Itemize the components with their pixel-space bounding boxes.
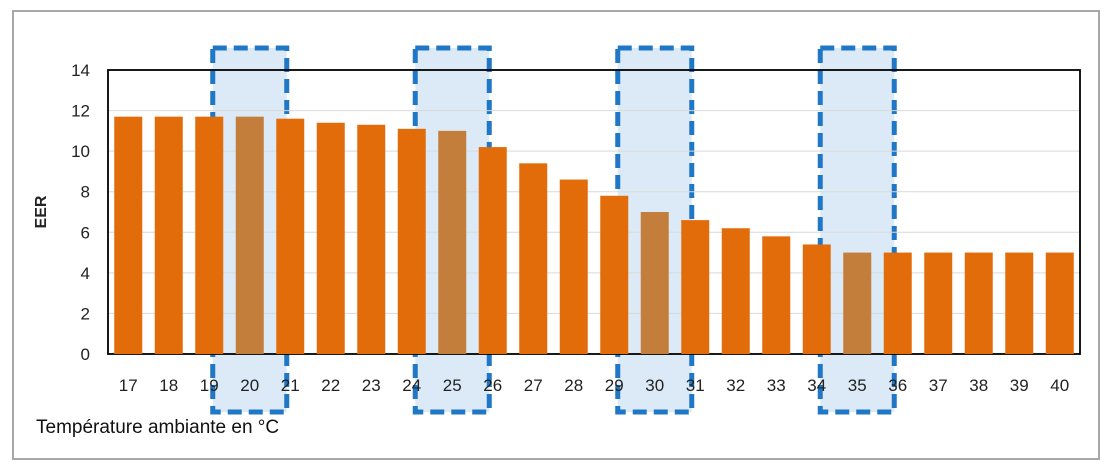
bar-27 — [519, 163, 548, 354]
x-axis-caption: Température ambiante en °C — [36, 417, 280, 438]
x-tick-label-39: 39 — [1010, 376, 1029, 395]
x-tick-label-28: 28 — [564, 376, 583, 395]
x-tick-label-26: 26 — [483, 376, 502, 395]
plot-area-border — [107, 69, 1081, 355]
bar-20 — [235, 116, 264, 355]
x-tick-label-40: 40 — [1050, 376, 1069, 395]
x-tick-label-37: 37 — [929, 376, 948, 395]
x-tick-label-29: 29 — [605, 376, 624, 395]
x-tick-label-25: 25 — [443, 376, 462, 395]
y-tick-label-2: 2 — [81, 304, 90, 323]
x-tick-label-30: 30 — [645, 376, 664, 395]
x-tick-label-17: 17 — [119, 376, 138, 395]
bar-18 — [154, 116, 183, 355]
y-tick-label-0: 0 — [81, 345, 90, 364]
y-tick-label-10: 10 — [71, 142, 90, 161]
y-axis-label: EER — [33, 195, 50, 228]
bar-21 — [276, 118, 305, 354]
bar-24 — [397, 128, 426, 354]
x-tick-label-32: 32 — [726, 376, 745, 395]
bar-31 — [681, 220, 710, 354]
y-tick-label-8: 8 — [81, 183, 90, 202]
highlight-box-35 — [817, 45, 897, 415]
x-tick-label-20: 20 — [240, 376, 259, 395]
x-tick-label-27: 27 — [524, 376, 543, 395]
x-tick-label-34: 34 — [807, 376, 826, 395]
bar-22 — [316, 122, 345, 354]
x-tick-label-24: 24 — [402, 376, 421, 395]
bar-28 — [559, 179, 588, 354]
bar-26 — [478, 147, 507, 354]
x-tick-label-35: 35 — [848, 376, 867, 395]
bar-32 — [721, 228, 750, 354]
bar-19 — [195, 116, 224, 355]
y-tick-label-4: 4 — [81, 264, 90, 283]
chart-frame — [12, 10, 1100, 460]
bar-30 — [640, 212, 669, 354]
y-tick-label-14: 14 — [71, 61, 90, 80]
bar-35 — [843, 252, 872, 354]
x-tick-label-33: 33 — [767, 376, 786, 395]
bar-34 — [802, 244, 831, 354]
bar-17 — [114, 116, 143, 355]
y-tick-label-6: 6 — [81, 223, 90, 242]
bar-23 — [357, 124, 386, 355]
x-tick-label-19: 19 — [200, 376, 219, 395]
x-tick-label-38: 38 — [969, 376, 988, 395]
bar-36 — [883, 252, 912, 354]
bar-39 — [1005, 252, 1034, 354]
y-tick-label-12: 12 — [71, 102, 90, 121]
bar-37 — [924, 252, 953, 354]
x-tick-label-23: 23 — [362, 376, 381, 395]
bar-29 — [600, 195, 629, 354]
x-tick-label-36: 36 — [888, 376, 907, 395]
x-tick-label-31: 31 — [686, 376, 705, 395]
bar-33 — [762, 236, 791, 354]
bar-40 — [1045, 252, 1074, 354]
x-tick-label-22: 22 — [321, 376, 340, 395]
x-tick-label-21: 21 — [281, 376, 300, 395]
x-tick-label-18: 18 — [159, 376, 178, 395]
bar-25 — [438, 130, 467, 354]
bar-38 — [964, 252, 993, 354]
